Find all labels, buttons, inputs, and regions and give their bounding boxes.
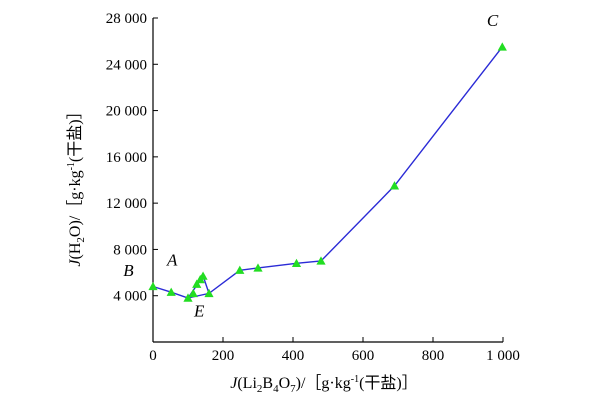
data-point-marker: [253, 263, 263, 272]
data-point-marker: [389, 181, 400, 190]
data-point-marker: [497, 42, 507, 51]
point-label-c: C: [487, 11, 499, 30]
series: [148, 42, 507, 302]
data-point-marker: [166, 287, 176, 296]
x-tick-label: 800: [422, 348, 445, 364]
data-point-marker: [188, 288, 198, 298]
y-tick-label: 28 000: [106, 11, 147, 27]
point-label-e: E: [193, 302, 205, 321]
data-point-marker: [204, 288, 214, 298]
y-tick-label: 16 000: [106, 150, 147, 166]
data-point-marker: [192, 279, 202, 288]
y-tick-label: 8 000: [113, 242, 147, 258]
data-point-marker: [183, 293, 193, 302]
x-tick-label: 0: [149, 348, 157, 364]
x-axis-title: J(Li2B4O7)/［g·kg-1(干盐)］: [230, 374, 418, 395]
y-tick-label: 20 000: [106, 104, 147, 120]
x-tick-label: 1 000: [486, 348, 520, 364]
x-tick-label: 200: [212, 348, 235, 364]
point-label-b: B: [123, 261, 134, 280]
point-labels: B A E C: [123, 11, 499, 320]
y-tick-label: 24 000: [106, 57, 147, 73]
y-tick-label: 4 000: [113, 289, 147, 305]
y-tick-label: 12 000: [106, 196, 147, 212]
data-point-marker: [291, 258, 302, 267]
point-label-a: A: [166, 251, 178, 270]
y-axis-title: J(H2O)/［g·kg-1(干盐)］: [66, 103, 87, 266]
data-point-marker: [198, 271, 208, 280]
data-point-marker: [316, 256, 326, 265]
x-tick-label: 400: [282, 348, 305, 364]
data-point-marker: [148, 281, 158, 291]
series-line: [152, 46, 503, 299]
x-tick-label: 600: [352, 348, 375, 364]
axes: 0 200 400 600 800 1 000 4 000 8 000 12 000 16 000…: [106, 11, 520, 364]
data-point-marker: [235, 265, 245, 274]
